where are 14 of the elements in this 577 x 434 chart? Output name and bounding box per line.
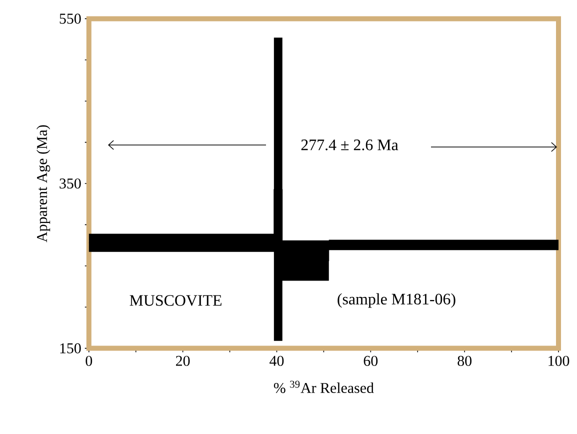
x-tick-label: 0: [86, 356, 92, 366]
annotation: 277.4 ± 2.6 Ma: [301, 140, 398, 150]
y-axis-title: Apparent Age (Ma): [36, 125, 50, 242]
annotation: MUSCOVITE: [130, 295, 222, 306]
y-tick-label: 150: [60, 343, 81, 354]
x-tick-label: 100: [548, 356, 570, 366]
y-tick-label: 550: [60, 14, 81, 24]
x-tick-label: 80: [458, 356, 472, 366]
x-axis-title: % $^{39}$Ar Released: [274, 380, 374, 394]
x-tick-label: 60: [364, 356, 378, 366]
x-tick-label: 40: [270, 356, 284, 366]
y-tick-label: 350: [60, 178, 81, 189]
annotation: (sample M181-06): [338, 293, 456, 308]
x-tick-label: 20: [176, 356, 190, 366]
